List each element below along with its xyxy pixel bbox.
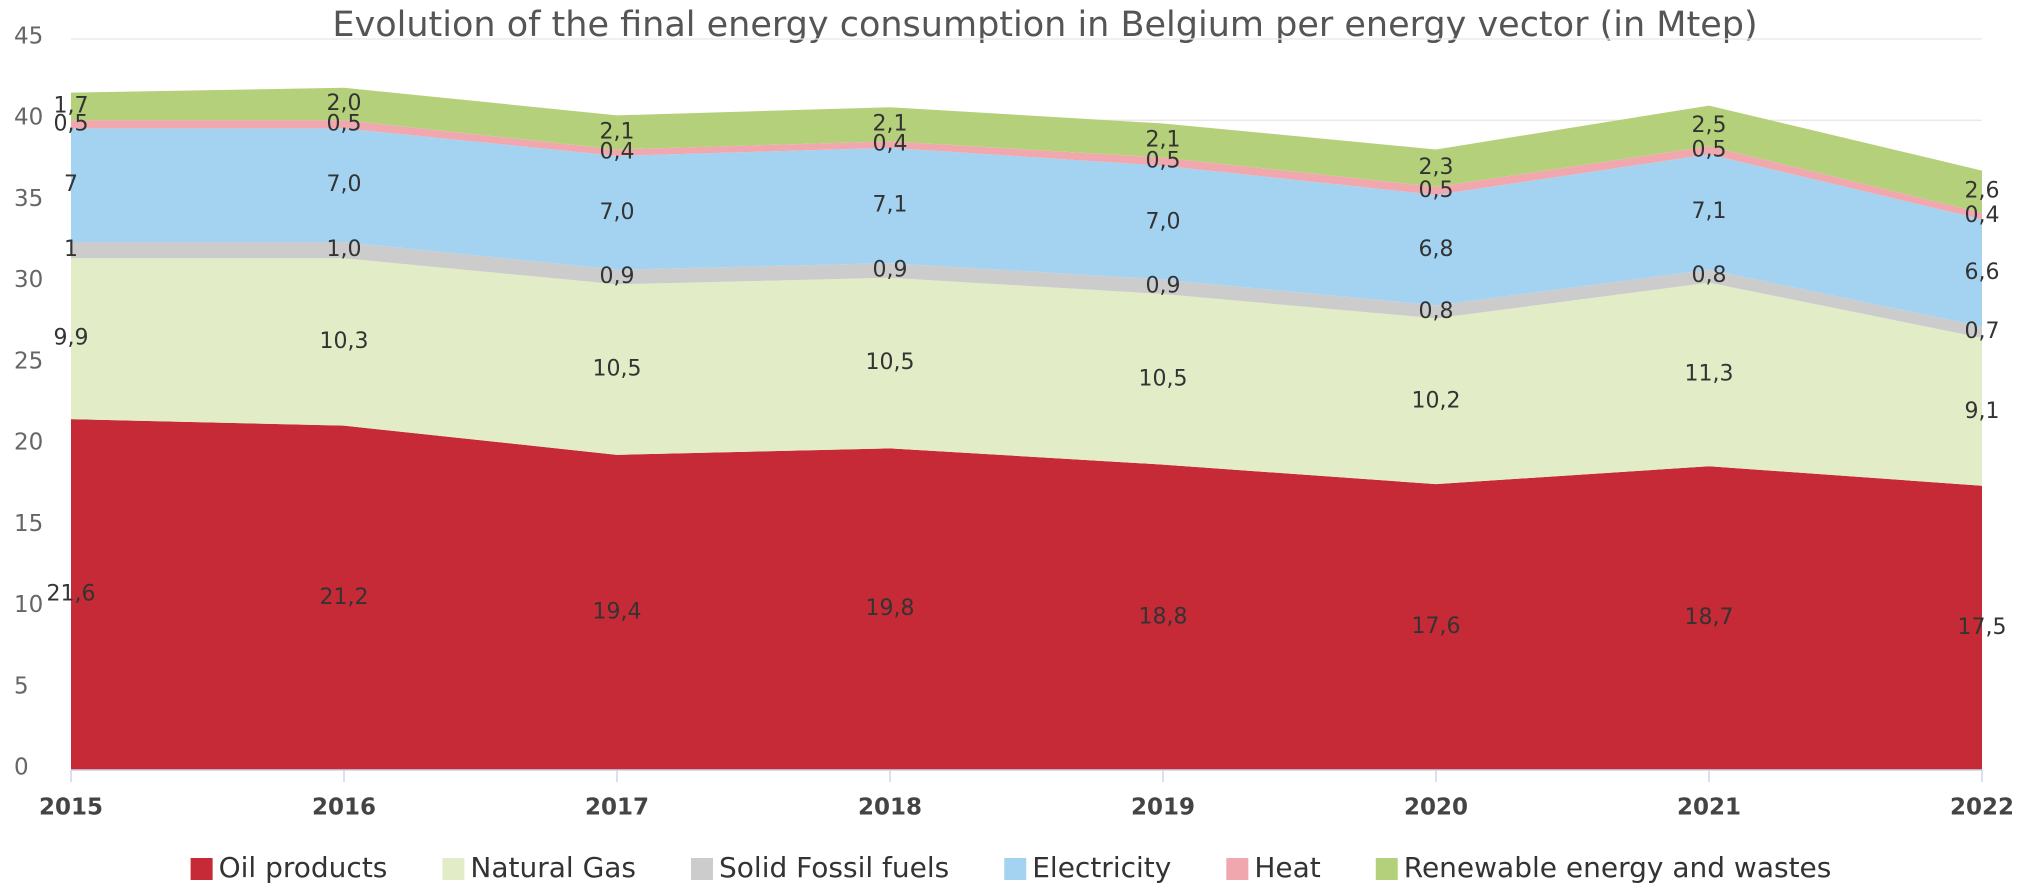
- y-tick-label: 10: [14, 592, 43, 618]
- x-tick-label: 2021: [1677, 795, 1741, 821]
- area: [71, 128, 1982, 327]
- legend-swatch: [1375, 858, 1398, 880]
- data-label: 0,5: [1692, 137, 1727, 162]
- data-label: 2,3: [1419, 155, 1454, 180]
- data-label: 10,2: [1412, 388, 1461, 413]
- y-tick-label: 0: [14, 755, 29, 781]
- data-label: 2,1: [600, 119, 635, 144]
- legend-swatch: [691, 858, 714, 880]
- data-label: 0,5: [327, 111, 362, 136]
- legend-label: Oil products: [219, 851, 388, 884]
- data-label: 10,5: [1139, 366, 1188, 391]
- data-label: 0,8: [1692, 263, 1727, 288]
- area: [71, 87, 1982, 213]
- x-tick-label: 2016: [312, 795, 376, 821]
- area: [71, 419, 1982, 770]
- data-label: 10,5: [593, 357, 642, 382]
- data-label: 9,9: [54, 326, 89, 351]
- legend-swatch: [1226, 858, 1249, 880]
- y-tick-label: 5: [14, 673, 29, 699]
- data-label: 0,7: [1965, 319, 2000, 344]
- data-label: 10,5: [866, 350, 915, 375]
- data-label: 6,8: [1419, 237, 1454, 262]
- legend-swatch: [442, 858, 465, 880]
- legend-swatch: [1004, 858, 1027, 880]
- data-label: 0,9: [1146, 274, 1181, 299]
- data-label: 17,5: [1958, 615, 2007, 640]
- data-label: 6,6: [1965, 260, 2000, 285]
- x-tick-label: 2022: [1950, 795, 2014, 821]
- data-label: 19,8: [866, 596, 915, 621]
- data-label: 17,6: [1412, 614, 1461, 639]
- area: [71, 242, 1982, 338]
- data-label: 0,5: [1146, 149, 1181, 174]
- data-label: 0,4: [1965, 203, 2000, 228]
- data-label: 7,0: [327, 172, 362, 197]
- legend-label: Renewable energy and wastes: [1404, 851, 1832, 884]
- legend-label: Natural Gas: [470, 851, 636, 884]
- area: [71, 258, 1982, 486]
- data-label: 11,3: [1685, 361, 1734, 386]
- x-tick-label: 2020: [1404, 795, 1468, 821]
- data-label: 18,7: [1685, 605, 1734, 630]
- data-label: 2,0: [327, 91, 362, 116]
- x-tick-label: 2015: [39, 795, 103, 821]
- legend-label: Solid Fossil fuels: [719, 851, 949, 884]
- data-label: 1: [64, 237, 78, 262]
- area: [71, 120, 1982, 220]
- data-label: 21,2: [320, 585, 369, 610]
- y-tick-label: 35: [14, 186, 43, 212]
- data-label: 2,1: [873, 111, 908, 136]
- data-label: 19,4: [593, 599, 642, 624]
- legend-label: Electricity: [1032, 851, 1171, 884]
- data-label: 0,5: [54, 111, 89, 136]
- data-label: 2,6: [1965, 179, 2000, 204]
- chart-title: Evolution of the final energy consumptio…: [332, 5, 1757, 45]
- y-tick-label: 30: [14, 267, 43, 293]
- x-tick-label: 2017: [585, 795, 649, 821]
- data-label: 21,6: [47, 582, 96, 607]
- data-label: 1,0: [327, 237, 362, 262]
- y-tick-label: 40: [14, 105, 43, 131]
- data-label: 0,8: [1419, 299, 1454, 324]
- y-tick-label: 45: [14, 24, 43, 50]
- legend-swatch: [190, 858, 213, 880]
- y-tick-label: 15: [14, 511, 43, 537]
- data-label: 10,3: [320, 329, 369, 354]
- data-label: 7,0: [600, 200, 635, 225]
- data-label: 7,0: [1146, 210, 1181, 235]
- data-label: 7,1: [873, 193, 908, 218]
- data-label: 0,9: [873, 257, 908, 282]
- data-label: 7: [64, 172, 78, 197]
- data-label: 2,5: [1692, 113, 1727, 138]
- y-tick-label: 25: [14, 348, 43, 374]
- y-tick-label: 20: [14, 430, 43, 456]
- data-label: 1,7: [54, 93, 89, 118]
- data-label: 9,1: [1965, 399, 2000, 424]
- data-label: 18,8: [1139, 604, 1188, 629]
- x-tick-label: 2019: [1131, 795, 1195, 821]
- data-label: 2,1: [1146, 128, 1181, 153]
- data-label: 7,1: [1692, 199, 1727, 224]
- data-label: 0,5: [1419, 178, 1454, 203]
- legend-label: Heat: [1254, 851, 1320, 884]
- data-label: 0,4: [600, 140, 635, 165]
- x-tick-label: 2018: [858, 795, 922, 821]
- data-label: 0,9: [600, 264, 635, 289]
- data-label: 0,4: [873, 132, 908, 157]
